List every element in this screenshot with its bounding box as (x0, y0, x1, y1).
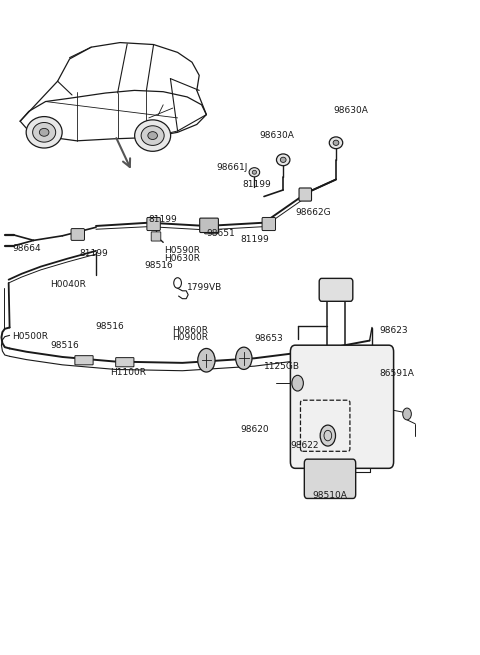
Ellipse shape (33, 122, 56, 142)
Text: 86591A: 86591A (379, 369, 414, 378)
Circle shape (403, 408, 411, 420)
FancyBboxPatch shape (116, 358, 134, 367)
Text: 98664: 98664 (12, 244, 41, 253)
Ellipse shape (141, 126, 164, 145)
FancyBboxPatch shape (319, 278, 353, 301)
Text: 1799VB: 1799VB (187, 283, 222, 292)
Text: 98620: 98620 (240, 424, 269, 434)
Text: H0630R: H0630R (164, 254, 200, 263)
Text: 98651: 98651 (206, 229, 235, 238)
Text: 98662G: 98662G (295, 208, 331, 217)
Ellipse shape (249, 168, 260, 177)
FancyBboxPatch shape (290, 345, 394, 468)
FancyBboxPatch shape (262, 217, 276, 231)
Text: 98661J: 98661J (216, 162, 247, 172)
Text: 81199: 81199 (240, 235, 269, 244)
Text: 81199: 81199 (242, 180, 271, 189)
Text: 98623: 98623 (379, 326, 408, 335)
Text: 98653: 98653 (254, 334, 283, 343)
FancyBboxPatch shape (200, 218, 218, 233)
Ellipse shape (276, 154, 290, 166)
FancyBboxPatch shape (204, 221, 218, 234)
FancyBboxPatch shape (75, 356, 93, 365)
Ellipse shape (252, 170, 256, 174)
Text: 98622: 98622 (290, 441, 319, 450)
Text: 98516: 98516 (144, 261, 173, 271)
Ellipse shape (329, 137, 343, 149)
Ellipse shape (280, 157, 286, 162)
Circle shape (198, 348, 215, 372)
Text: 98630A: 98630A (334, 105, 369, 115)
FancyBboxPatch shape (71, 229, 84, 240)
Text: 81199: 81199 (79, 249, 108, 258)
Text: 81199: 81199 (149, 215, 178, 224)
Text: H1100R: H1100R (110, 367, 146, 377)
Text: H0040R: H0040R (50, 280, 86, 289)
Ellipse shape (39, 128, 49, 136)
Text: 98516: 98516 (50, 341, 79, 350)
Text: 98516: 98516 (95, 322, 124, 331)
FancyBboxPatch shape (299, 188, 312, 201)
Text: 98630A: 98630A (259, 131, 294, 140)
Text: H0590R: H0590R (164, 246, 200, 255)
Ellipse shape (148, 132, 157, 140)
Text: H0860R: H0860R (172, 326, 208, 335)
FancyBboxPatch shape (151, 232, 161, 241)
Text: H0500R: H0500R (12, 331, 48, 341)
Circle shape (320, 425, 336, 446)
FancyBboxPatch shape (147, 217, 160, 231)
FancyBboxPatch shape (304, 459, 356, 498)
Ellipse shape (26, 117, 62, 148)
Circle shape (292, 375, 303, 391)
Text: 1125GB: 1125GB (264, 362, 300, 371)
Text: H0900R: H0900R (172, 333, 208, 343)
Ellipse shape (134, 120, 171, 151)
Text: 98510A: 98510A (312, 491, 347, 500)
Circle shape (236, 347, 252, 369)
Ellipse shape (333, 140, 339, 145)
